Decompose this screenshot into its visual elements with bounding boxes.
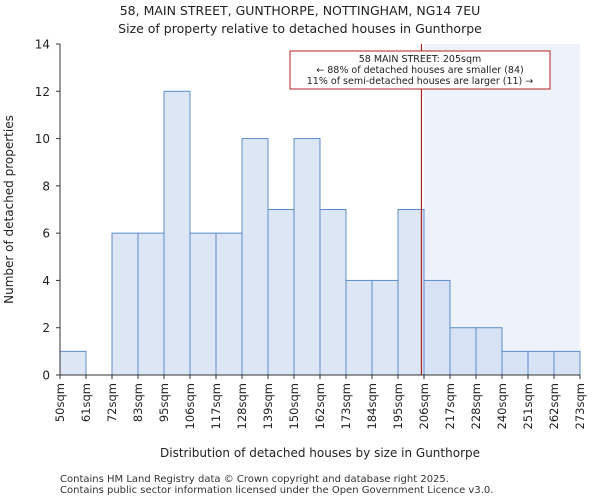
x-tick-label-184sqm: 184sqm [365,383,379,429]
footer-line-2: Contains public sector information licen… [60,485,494,496]
x-tick-label-262sqm: 262sqm [547,383,561,429]
x-tick-label-139sqm: 139sqm [261,383,275,429]
bar-240sqm [501,350,529,376]
x-tick-label-128sqm: 128sqm [235,383,249,429]
bar-206sqm [423,279,451,376]
annotation-box [289,50,551,90]
bar-173sqm [345,279,373,376]
x-tick-label-50sqm: 50sqm [53,383,67,422]
bar-262sqm [553,350,581,376]
footer-line-1: Contains HM Land Registry data © Crown c… [60,474,449,485]
bar-106sqm [189,232,217,376]
y-axis-label: Number of detached properties [2,115,16,304]
bar-251sqm [527,350,555,376]
bar-150sqm [293,138,321,376]
x-tick-label-273sqm: 273sqm [573,383,587,429]
x-tick-label-195sqm: 195sqm [391,383,405,429]
bar-95sqm [163,90,191,376]
chart-title: 58, MAIN STREET, GUNTHORPE, NOTTINGHAM, … [119,3,481,18]
x-tick-label-240sqm: 240sqm [495,383,509,429]
chart-subtitle: Size of property relative to detached ho… [118,21,482,36]
x-tick-label-228sqm: 228sqm [469,383,483,429]
bar-83sqm [137,232,165,376]
x-axis-label: Distribution of detached houses by size … [160,446,480,460]
bar-117sqm [215,232,243,376]
y-tick-label: 0 [42,369,50,383]
x-tick-label-173sqm: 173sqm [339,383,353,429]
x-tick-label-217sqm: 217sqm [443,383,457,429]
bar-128sqm [241,138,269,376]
y-tick-label: 12 [35,85,50,99]
y-tick-label: 2 [42,321,50,335]
bar-162sqm [319,209,347,376]
bar-228sqm [475,327,503,376]
x-tick-label-61sqm: 61sqm [79,383,93,422]
x-tick-label-162sqm: 162sqm [313,383,327,429]
y-tick-label: 4 [42,274,50,288]
bar-184sqm [371,279,399,376]
y-tick-label: 10 [35,132,50,146]
y-tick-label: 6 [42,227,50,241]
x-tick-label-150sqm: 150sqm [287,383,301,429]
x-tick-label-106sqm: 106sqm [183,383,197,429]
x-tick-label-83sqm: 83sqm [131,383,145,422]
bar-217sqm [449,327,477,376]
annotation-line-1: 58 MAIN STREET: 205sqm [359,54,482,65]
x-tick-label-72sqm: 72sqm [105,383,119,422]
x-tick-label-117sqm: 117sqm [209,383,223,429]
x-tick-label-206sqm: 206sqm [417,383,431,429]
x-tick-label-95sqm: 95sqm [157,383,171,422]
bar-50sqm [59,350,87,376]
annotation-line-2: ← 88% of detached houses are smaller (84… [316,65,523,76]
y-tick-label: 8 [42,179,50,193]
bar-72sqm [111,232,139,376]
x-tick-label-251sqm: 251sqm [521,383,535,429]
annotation-line-3: 11% of semi-detached houses are larger (… [307,76,534,87]
bar-139sqm [267,209,295,376]
y-tick-label: 14 [35,38,50,52]
bar-195sqm [397,209,425,376]
